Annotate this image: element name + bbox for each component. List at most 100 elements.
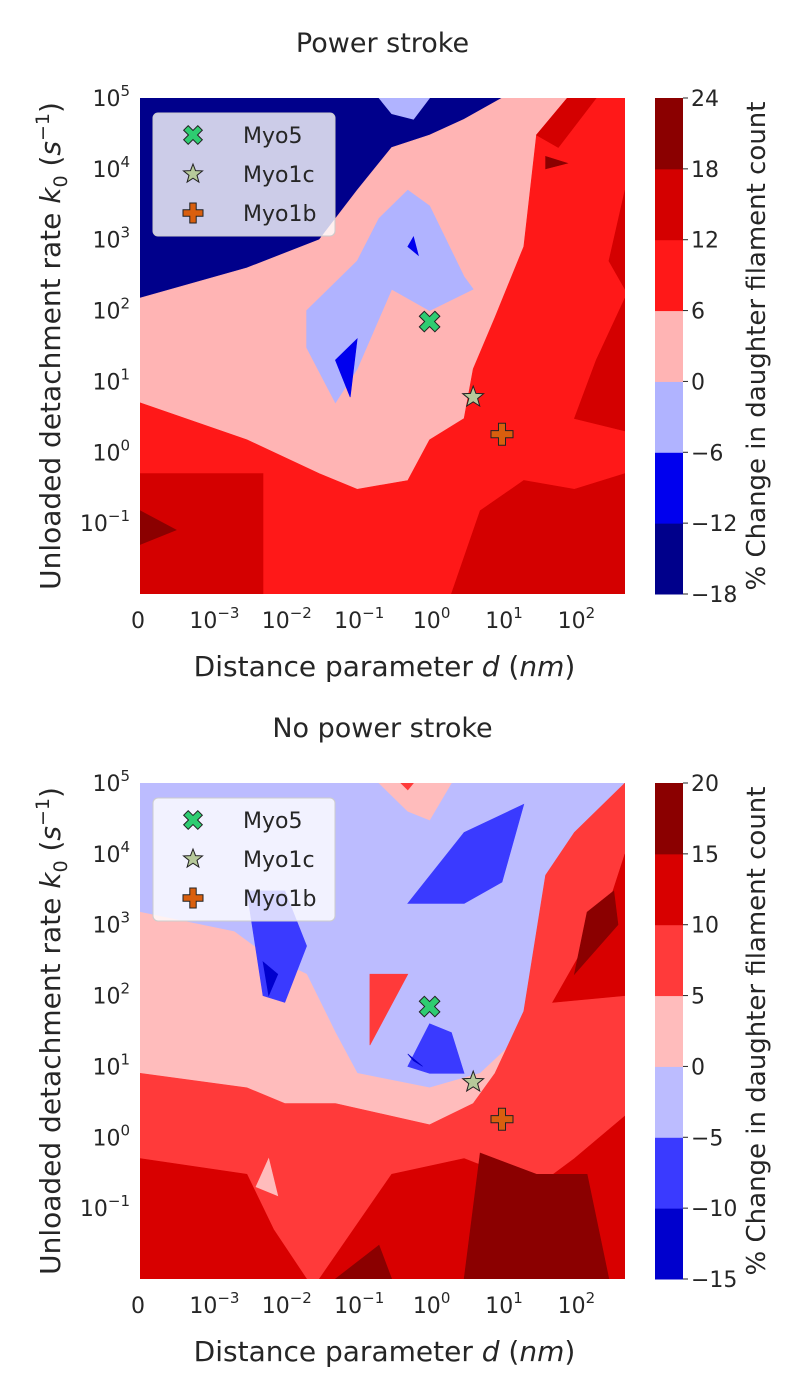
- x-tick-label: 100: [413, 1289, 451, 1319]
- contour-region: [140, 510, 177, 545]
- colorbar-tick-label: 0: [691, 370, 705, 395]
- colorbar-segment: [655, 1137, 683, 1209]
- contour-area: [140, 783, 625, 1279]
- y-tick-label: 103: [92, 909, 130, 939]
- x-tick-label: 10−3: [189, 1289, 239, 1319]
- y-tick-label: 104: [92, 838, 130, 868]
- legend-label: Myo5: [243, 124, 302, 149]
- contour-region: [407, 236, 419, 257]
- colorbar-segment: [655, 853, 683, 926]
- x-tick-label: 101: [485, 604, 523, 634]
- chart-title: No power stroke: [272, 713, 492, 744]
- legend-label: Myo1c: [243, 163, 315, 188]
- x-axis-label: Distance parameter d (nm): [194, 650, 576, 683]
- legend-marker: [182, 847, 204, 869]
- contour-region: [140, 98, 625, 594]
- legend-marker: [182, 887, 204, 909]
- y-axis-label: Unloaded detachment rate k0 (s−1): [32, 787, 72, 1275]
- y-tick-label: 100: [92, 1121, 130, 1151]
- colorbar-segment: [655, 239, 683, 312]
- y-tick-label: 101: [92, 1050, 130, 1080]
- chart-title: Power stroke: [296, 28, 469, 59]
- contour-region: [334, 1244, 393, 1279]
- y-tick-label: 10−1: [80, 1192, 130, 1222]
- contour-region: [378, 783, 452, 821]
- data-point-myo5: [418, 995, 441, 1018]
- legend-label: Myo1b: [243, 202, 316, 227]
- contour-region: [262, 961, 279, 997]
- colorbar-segment: [655, 1208, 683, 1280]
- legend-label: Myo5: [243, 809, 302, 834]
- colorbar-segment: [655, 523, 683, 595]
- chart-panel: No power stroke 0 10−3 10−2 10−1 100 101 102 10−…: [32, 713, 772, 1368]
- legend-marker: [182, 124, 204, 146]
- contour-region: [407, 1053, 423, 1067]
- y-axis-label: Unloaded detachment rate k0 (s−1): [32, 102, 72, 590]
- y-tick-label: 100: [92, 436, 130, 466]
- contour-region: [400, 783, 414, 791]
- contour-region: [545, 155, 569, 170]
- contour-region: [407, 1023, 465, 1074]
- data-point-myo1c: [461, 1069, 485, 1093]
- colorbar-segment: [655, 783, 683, 855]
- colorbar-tick-label: 18: [691, 158, 719, 183]
- y-tick-label: 102: [92, 295, 130, 325]
- x-tick-label: 10−1: [334, 1289, 384, 1319]
- contour-region: [451, 473, 625, 594]
- y-tick-label: 10−1: [80, 507, 130, 537]
- legend-marker: [182, 162, 204, 184]
- contour-region: [407, 803, 525, 904]
- colorbar-tick-label: −10: [691, 1197, 737, 1222]
- x-tick-label: 10−2: [262, 1289, 312, 1319]
- x-tick-label: 102: [558, 604, 596, 634]
- y-tick-label: 101: [92, 365, 130, 395]
- contour-region: [378, 98, 430, 120]
- colorbar-segment: [655, 381, 683, 453]
- data-point-myo5: [418, 310, 441, 333]
- x-tick-label: 102: [558, 1289, 596, 1319]
- colorbar-tick-label: 5: [691, 985, 705, 1010]
- y-tick-label: 104: [92, 153, 130, 183]
- colorbar-tick-label: 15: [691, 843, 719, 868]
- data-point-myo1c: [461, 384, 485, 408]
- colorbar-tick-label: −15: [691, 1268, 737, 1293]
- chart-panel: Power stroke 0 10−3 10−2 10−1 100 101 102 10−1 10…: [32, 28, 772, 683]
- legend-marker: [182, 809, 204, 831]
- y-tick-label: 102: [92, 980, 130, 1010]
- contour-region: [140, 473, 264, 594]
- x-tick-label: 10−1: [334, 604, 384, 634]
- contour-region: [573, 890, 619, 976]
- colorbar-label: % Change in daughter filament count: [742, 102, 772, 591]
- contour-region: [608, 190, 625, 290]
- x-tick-label: 101: [485, 1289, 523, 1319]
- contour-region: [255, 1157, 279, 1197]
- data-point-myo1b: [490, 1107, 514, 1131]
- contour-region: [574, 297, 625, 432]
- x-tick-label: 100: [413, 604, 451, 634]
- colorbar-segment: [655, 924, 683, 997]
- colorbar-tick-label: 24: [691, 87, 719, 112]
- colorbar-tick-label: −5: [691, 1126, 723, 1151]
- legend-marker: [182, 202, 204, 224]
- colorbar-tick-label: −18: [691, 583, 737, 608]
- contour-region: [369, 973, 409, 1046]
- x-tick-label: 0: [131, 1294, 145, 1319]
- contour-region: [463, 1152, 610, 1279]
- colorbar-segment: [655, 452, 683, 524]
- colorbar-segment: [655, 1066, 683, 1138]
- x-tick-label: 10−2: [262, 604, 312, 634]
- colorbar-segment: [655, 995, 683, 1067]
- colorbar-segment: [655, 98, 683, 170]
- colorbar-tick-label: −12: [691, 512, 737, 537]
- contour-region: [140, 783, 625, 1279]
- y-tick-label: 105: [92, 767, 130, 797]
- x-axis-label: Distance parameter d (nm): [194, 1335, 576, 1368]
- data-point-myo1b: [490, 422, 514, 446]
- colorbar-tick-label: 6: [691, 300, 705, 325]
- colorbar-segment: [655, 168, 683, 241]
- contour-region: [140, 1158, 307, 1279]
- legend-label: Myo1c: [243, 848, 315, 873]
- contour-region: [536, 98, 597, 148]
- y-tick-label: 105: [92, 82, 130, 112]
